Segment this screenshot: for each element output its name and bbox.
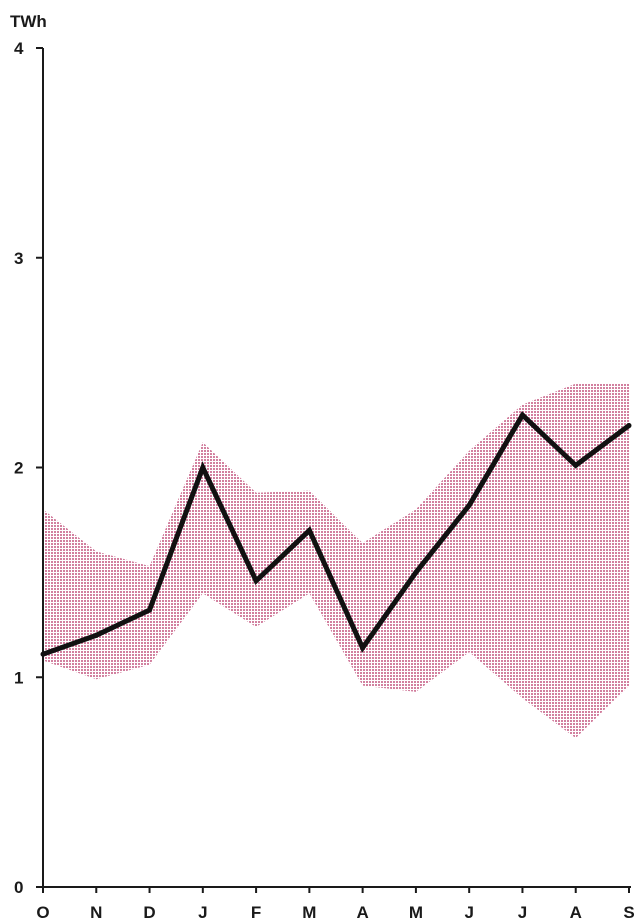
y-tick-label: 4 — [14, 39, 24, 58]
line-layer — [40, 411, 632, 657]
series-point — [93, 632, 99, 638]
series-point — [40, 651, 46, 657]
series-point — [200, 465, 206, 470]
series-point — [306, 527, 312, 533]
x-tick-label: F — [251, 903, 261, 922]
x-tick-label: O — [36, 903, 49, 922]
axes — [36, 47, 631, 893]
y-tick-label: 0 — [14, 878, 23, 897]
x-tick-label: N — [90, 903, 102, 922]
series-point — [253, 578, 259, 584]
x-tick-label: D — [143, 903, 155, 922]
series-point — [519, 412, 525, 418]
x-tick-label: M — [302, 903, 316, 922]
series-point — [573, 462, 579, 468]
x-tick-label: J — [198, 903, 207, 922]
x-tick-label: A — [356, 903, 368, 922]
y-tick-label: 2 — [14, 459, 23, 478]
series-line — [42, 411, 631, 657]
range-band — [43, 383, 629, 739]
x-tick-label: M — [409, 903, 423, 922]
x-tick-label: J — [518, 903, 527, 922]
series-point — [466, 502, 472, 508]
series-point — [360, 645, 366, 651]
labels: TWh 0 1 2 3 4 O N D J F M A M J J A S — [10, 12, 635, 922]
range-band-layer — [43, 383, 629, 739]
series-point — [147, 607, 153, 613]
y-tick-label: 3 — [14, 249, 23, 268]
x-tick-label: A — [570, 903, 582, 922]
y-axis-unit-label: TWh — [10, 12, 47, 31]
series-point — [413, 569, 419, 575]
x-tick-label: S — [623, 903, 634, 922]
x-tick-label: J — [464, 903, 473, 922]
y-tick-label: 1 — [14, 668, 23, 687]
series-point — [626, 423, 632, 429]
